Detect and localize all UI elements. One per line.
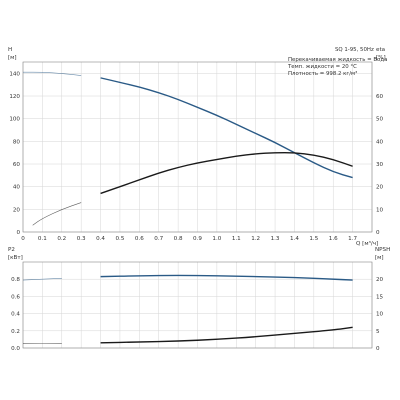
series-0-0-line [100, 77, 353, 179]
y-right-tick-label: 20 [376, 185, 384, 191]
y-left-tick-label: 0.6 [11, 294, 20, 300]
bottom-left-axis-label-line2: [кВт] [8, 255, 23, 261]
x-tick-label: 0.5 [115, 236, 124, 242]
series-0-0-extrapolated [23, 71, 82, 76]
y-left-tick-label: 0 [16, 230, 20, 236]
annotation-temperature: Темп. жидкости = 20 °C [287, 64, 357, 70]
y-left-tick-label: 60 [13, 162, 21, 168]
x-tick-label: 1.3 [271, 236, 280, 242]
x-tick-label: 1.2 [251, 236, 260, 242]
y-right-tick-label: 60 [376, 94, 384, 100]
annotation-liquid: Перекачиваемая жидкость = Вода [288, 57, 387, 63]
y-left-tick-label: 0.0 [11, 346, 20, 352]
x-tick-label: 0.7 [154, 236, 163, 242]
y-right-tick-label: 0 [376, 230, 380, 236]
grid-layer [22, 62, 373, 349]
x-tick-label: 0 [21, 236, 25, 242]
x-tick-label: 0.9 [193, 236, 202, 242]
y-right-tick-label: 5 [376, 329, 380, 335]
y-right-tick-label: 30 [376, 162, 384, 168]
y-left-tick-label: 0.4 [11, 312, 20, 318]
x-tick-label: 1.1 [232, 236, 241, 242]
frame-layer [22, 61, 373, 349]
top-left-axis-label-line1: H [8, 47, 12, 53]
chart-title: SQ 1-95, 50Hz [335, 47, 374, 53]
bottom-left-axis-label-line1: P2 [8, 247, 15, 253]
y-left-tick-label: 0.8 [11, 277, 20, 283]
x-tick-label: 0.8 [174, 236, 183, 242]
series-1-0-line [100, 274, 353, 281]
x-tick-label: 0.2 [57, 236, 66, 242]
y-left-tick-label: 20 [13, 207, 21, 213]
plot-frame [22, 261, 373, 349]
top-right-axis-label-line2: [%] [376, 55, 386, 61]
x-tick-label: 0.1 [38, 236, 47, 242]
y-right-tick-label: 0 [376, 346, 380, 352]
bottom-right-axis-label-line1: NPSH [375, 247, 390, 253]
x-tick-label: 1.0 [212, 236, 221, 242]
y-left-tick-label: 120 [9, 94, 20, 100]
x-tick-label: 1.6 [329, 236, 338, 242]
x-tick-label: 0.4 [96, 236, 105, 242]
y-left-tick-label: 40 [13, 185, 21, 191]
x-tick-label: 0.3 [77, 236, 86, 242]
plot-frame [22, 61, 373, 233]
bottom-right-axis-label-line2: [м] [375, 255, 384, 261]
x-tick-label: 1.7 [348, 236, 357, 242]
y-right-tick-label: 10 [376, 312, 384, 318]
series-layer [22, 71, 353, 344]
y-left-tick-label: 80 [13, 139, 21, 145]
annotation-density: Плотность = 998.2 кг/м³ [288, 70, 357, 77]
y-right-tick-label: 15 [376, 294, 384, 300]
top-x-axis-label: Q [м³/ч] [356, 240, 378, 247]
top-left-axis-label-line2: [м] [8, 55, 17, 61]
series-1-0-extrapolated [22, 278, 62, 281]
y-right-tick-label: 20 [376, 277, 384, 283]
y-left-tick-label: 140 [9, 71, 20, 77]
x-tick-label: 1.4 [290, 236, 299, 242]
top-right-axis-label-line1: eta [376, 47, 385, 53]
y-right-tick-label: 40 [376, 139, 384, 145]
series-0-1-line [100, 151, 353, 195]
y-right-tick-label: 10 [376, 207, 384, 213]
series-1-1-line [100, 326, 353, 344]
y-left-tick-label: 100 [9, 117, 20, 123]
y-right-tick-label: 50 [376, 117, 384, 123]
y-left-tick-label: 0.2 [11, 329, 20, 335]
x-tick-label: 1.5 [309, 236, 318, 242]
x-tick-label: 0.6 [135, 236, 144, 242]
series-0-1-extrapolated [32, 202, 82, 226]
